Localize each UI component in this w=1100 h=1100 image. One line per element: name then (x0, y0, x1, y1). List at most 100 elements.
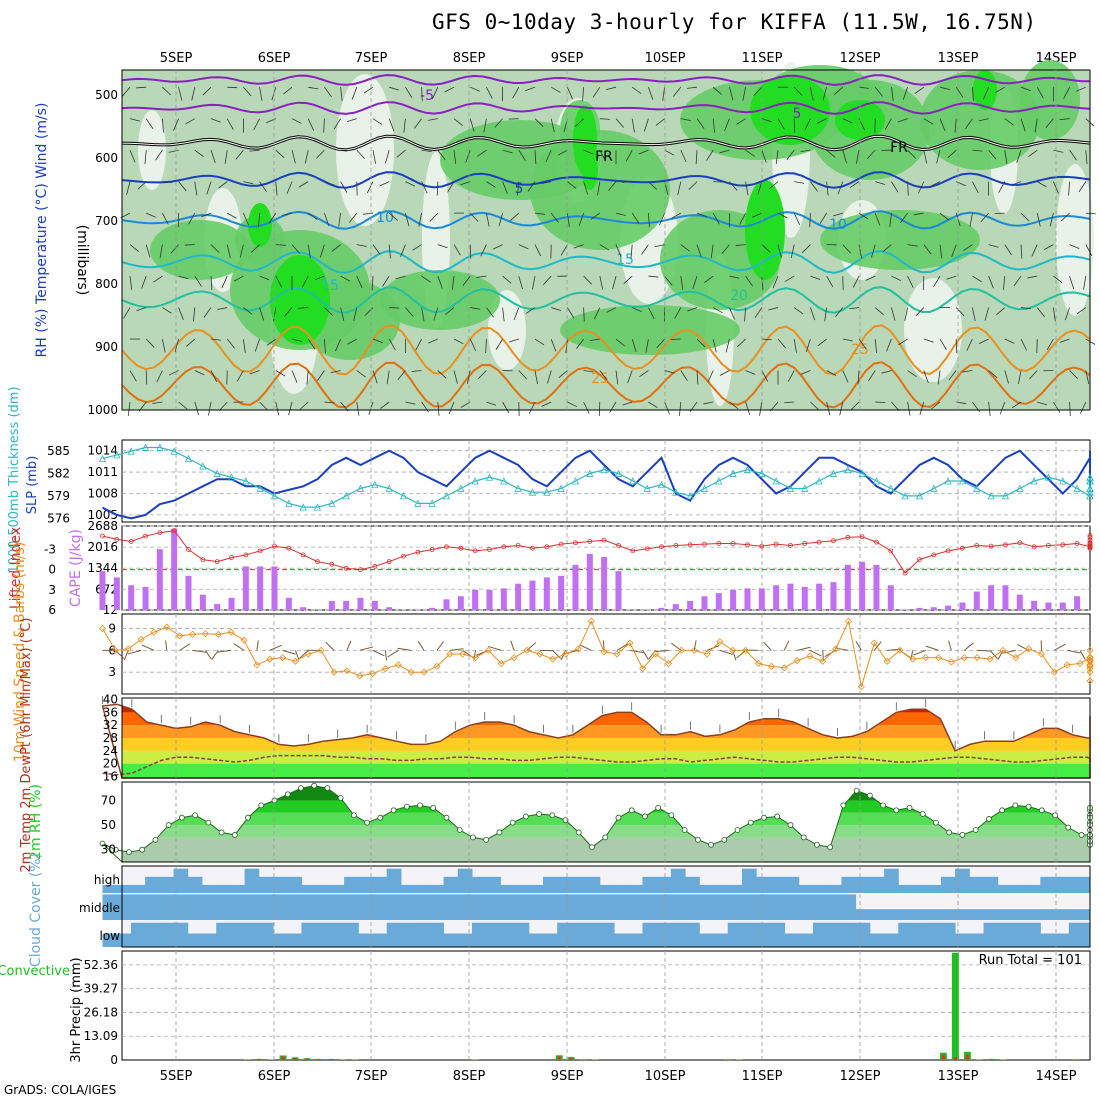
lifted-index-point (358, 567, 363, 573)
wind-barb (648, 401, 658, 409)
wind-barb (719, 149, 730, 154)
cape-bar (658, 607, 665, 610)
wind-barb (543, 275, 552, 285)
wind-barb (871, 244, 876, 258)
surface-wind-barb (269, 644, 282, 651)
cloud-bar (358, 894, 373, 920)
date-label-bottom: 12SEP (840, 1069, 881, 1084)
upper-air-variables-label: RH (%) Temperature (°C) Wind (m/s) (34, 103, 50, 358)
wind-barb (745, 275, 753, 287)
cloud-bar (216, 884, 231, 893)
thickness-point (786, 484, 795, 492)
wind-barb (1004, 370, 1009, 384)
cloud-bar (628, 933, 643, 947)
cape-axis-label: CAPE (J/kg) (68, 529, 84, 607)
lifted-index-point (587, 539, 593, 544)
wind-barb (477, 149, 487, 157)
wind-barb (852, 275, 860, 288)
cloud-bar (827, 922, 842, 947)
thickness-point (901, 492, 909, 500)
thickness-point (299, 503, 307, 511)
temp-band (122, 738, 1090, 751)
cloud-bar (102, 894, 118, 920)
cloud-bar (884, 868, 899, 893)
cloud-bar (599, 922, 615, 947)
wind-barb (1020, 86, 1031, 92)
lifted-index-tick-label: 0 (48, 563, 56, 577)
temp-tick-label: 32 (103, 718, 118, 732)
wind-barb (907, 370, 917, 377)
cloud-bar (258, 922, 274, 947)
cloud-bar (642, 876, 658, 893)
wind-barb (178, 401, 188, 410)
wind-barb (1020, 244, 1023, 259)
cape-bar (156, 549, 163, 610)
wind-barb (127, 401, 131, 416)
cloud-bar (571, 922, 587, 947)
wind-barb (696, 212, 707, 218)
wind-barb (737, 338, 746, 348)
contour-label: -5 (420, 88, 434, 104)
rh-point (245, 814, 251, 821)
cloud-bar (159, 922, 175, 947)
cloud-bar (1082, 922, 1090, 947)
cloud-bar (145, 922, 160, 947)
wind-barb (1053, 275, 1063, 284)
wind-barb (307, 244, 311, 259)
lifted-index-point (859, 534, 865, 540)
wind-barb (972, 149, 983, 152)
wind-barb (680, 370, 688, 382)
wind-barb (641, 244, 649, 255)
wind-speed-point (986, 655, 994, 663)
slp-line (102, 449, 1091, 520)
surface-wind-barb (1079, 650, 1086, 660)
convective-bar (569, 1057, 573, 1060)
rh-2m-panel (121, 781, 1091, 863)
cloud-bar (1040, 933, 1056, 947)
convective-bar (293, 1057, 297, 1060)
dewpoint-line (102, 754, 1091, 776)
thickness-point (227, 473, 236, 481)
wind-barb (1004, 118, 1014, 126)
wind-barb (988, 244, 999, 248)
contour-label: 10 (376, 210, 394, 226)
lifted-index-point (1087, 543, 1093, 548)
wind-barb (508, 338, 519, 343)
cloud-bar (145, 894, 160, 920)
cloud-bar (386, 894, 402, 920)
wind-speed-point (201, 630, 209, 638)
wind-barb (939, 212, 949, 221)
thickness-point (829, 469, 838, 477)
wind-speed-point (639, 664, 647, 673)
cloud-bar (315, 884, 331, 893)
wind-barb (185, 118, 195, 125)
wind-barb (210, 370, 218, 383)
wind-barb (882, 244, 892, 253)
wind-barb (380, 401, 390, 409)
thickness-point (743, 465, 752, 474)
wind-speed-point (947, 658, 955, 666)
lifted-index-point (300, 552, 306, 558)
wind-10m-panel (121, 613, 1091, 695)
wind-speed-point (793, 656, 801, 665)
wind-barb (162, 212, 169, 225)
temp-band (122, 704, 1090, 713)
slp-axis-label: SLP (mb) (25, 456, 40, 515)
thickness-point (872, 477, 881, 485)
cloud-axis-label: Cloud Cover (%) (28, 853, 44, 967)
cape-bar (801, 586, 808, 610)
wind-barb (379, 181, 390, 187)
wind-barb (363, 86, 374, 94)
thickness-point (1086, 488, 1094, 496)
lifted-index-point (730, 541, 736, 546)
wind-barb (810, 275, 821, 280)
wind-speed-point (407, 668, 415, 676)
lifted-index-tick-label: -3 (44, 543, 56, 557)
wind-barb (510, 212, 520, 221)
cloud-bar (201, 884, 217, 893)
wind-barb (153, 275, 163, 283)
cloud-bar (102, 933, 118, 947)
wind-barb (692, 275, 698, 289)
rh-point (298, 785, 304, 792)
wind-barb (770, 401, 779, 412)
